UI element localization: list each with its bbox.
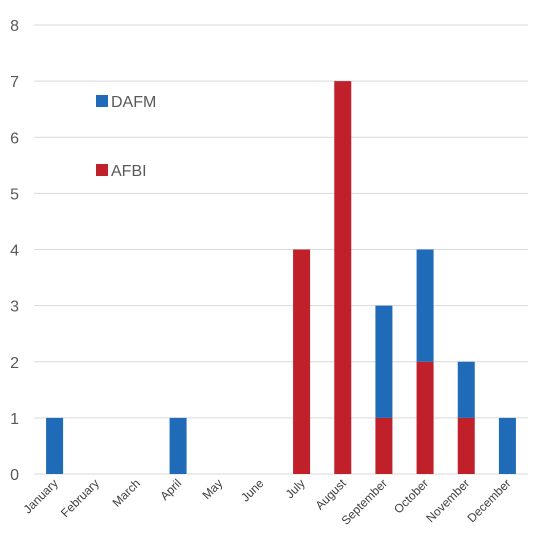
bar-afbi-july — [293, 249, 311, 474]
bars — [46, 81, 516, 474]
y-tick-label: 2 — [10, 355, 19, 372]
legend-label-afbi: AFBI — [111, 163, 147, 180]
bar-afbi-november — [457, 417, 475, 474]
y-tick-label: 7 — [10, 74, 19, 91]
gridlines — [34, 24, 528, 475]
x-tick-label: August — [313, 476, 350, 513]
y-tick-label: 1 — [10, 411, 19, 428]
bar-dafm-september — [375, 305, 393, 418]
bar-afbi-august — [334, 81, 352, 474]
legend: DAFM AFBI — [96, 94, 156, 180]
bar-dafm-october — [416, 249, 434, 362]
y-tick-label: 5 — [10, 186, 19, 203]
x-tick-label: February — [58, 476, 102, 520]
y-tick-label: 8 — [10, 18, 19, 35]
y-tick-label: 0 — [10, 467, 19, 484]
bar-dafm-january — [46, 417, 64, 474]
bar-dafm-december — [498, 417, 516, 474]
y-tick-label: 6 — [10, 130, 19, 147]
bar-dafm-april — [169, 417, 187, 474]
y-tick-label: 3 — [10, 299, 19, 316]
x-tick-label: December — [464, 476, 513, 525]
y-axis-ticks: 0 1 2 3 4 5 6 7 8 — [10, 18, 19, 484]
legend-swatch-afbi — [96, 164, 108, 176]
x-tick-label: November — [423, 476, 472, 525]
bar-dafm-november — [457, 361, 475, 418]
x-tick-label: April — [157, 476, 184, 503]
legend-label-dafm: DAFM — [111, 94, 156, 111]
x-tick-label: March — [110, 476, 143, 509]
bar-afbi-october — [416, 361, 434, 474]
x-tick-label: October — [391, 476, 431, 516]
x-tick-label: January — [21, 476, 61, 516]
x-tick-label: May — [199, 476, 225, 502]
y-tick-label: 4 — [10, 243, 19, 260]
x-tick-label: July — [283, 476, 308, 501]
bar-afbi-september — [375, 417, 393, 474]
x-tick-label: June — [238, 476, 267, 505]
legend-swatch-dafm — [96, 95, 108, 107]
